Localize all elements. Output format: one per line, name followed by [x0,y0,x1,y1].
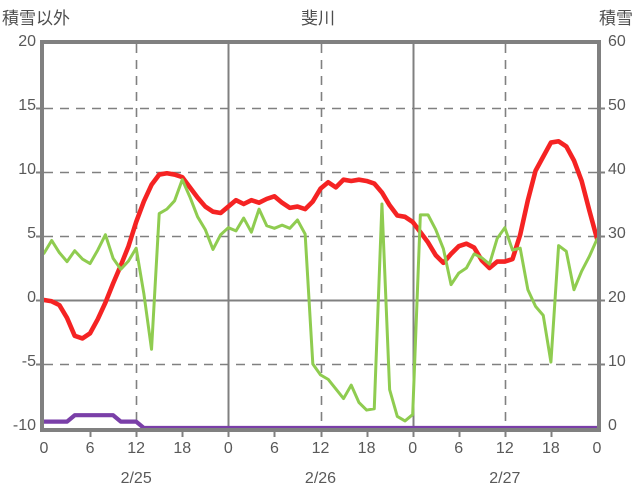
series-line-red [41,138,600,341]
y-axis-tick-label-right: 10 [608,353,626,370]
y-axis-tick-label-left: 5 [27,225,36,242]
left-axis-title: 積雪以外 [2,9,70,28]
y-axis-tick-label-left: -5 [21,353,36,370]
y-axis-tick-label-right: 20 [608,289,626,306]
x-axis-tick-label: 0 [408,440,418,457]
y-axis-tick-label-right: 0 [608,417,617,434]
plot-frame [40,40,601,432]
y-axis-tick-label-left: 0 [27,289,36,306]
x-axis-tick-label: 12 [311,440,330,457]
x-axis-tick-label: 0 [592,440,602,457]
x-axis-tick-label: 18 [173,440,192,457]
y-axis-tick-label-left: 20 [18,33,36,50]
y-axis-tick-label-right: 50 [608,97,626,114]
y-axis-tick-label-left: -10 [12,417,36,434]
x-axis-tick-label: 0 [223,440,233,457]
x-axis-tick-label: 6 [85,440,95,457]
x-axis-tick-label: 12 [127,440,146,457]
x-axis-date-label: 2/25 [120,470,152,487]
y-axis-tick-label-right: 30 [608,225,626,242]
page-title: 斐川 [301,9,335,28]
x-axis-date-label: 2/26 [304,470,337,487]
y-axis-tick-label-right: 60 [608,33,626,50]
x-axis-tick-label: 6 [454,440,464,457]
y-axis-tick-label-right: 40 [608,161,626,178]
x-axis-date-label: 2/27 [489,470,521,487]
y-axis-tick-label-left: 10 [18,161,36,178]
y-axis-tick-label-left: 15 [18,97,36,114]
right-axis-title: 積雪 [599,9,633,28]
x-axis-tick-label: 18 [357,440,376,457]
series-line-green [42,178,599,423]
series-line-purple [41,413,600,431]
x-axis-tick-label: 12 [495,440,514,457]
x-axis-tick-label: 18 [542,440,560,457]
x-axis-tick-label: 0 [39,440,49,457]
x-axis-tick-label: 6 [269,440,279,457]
